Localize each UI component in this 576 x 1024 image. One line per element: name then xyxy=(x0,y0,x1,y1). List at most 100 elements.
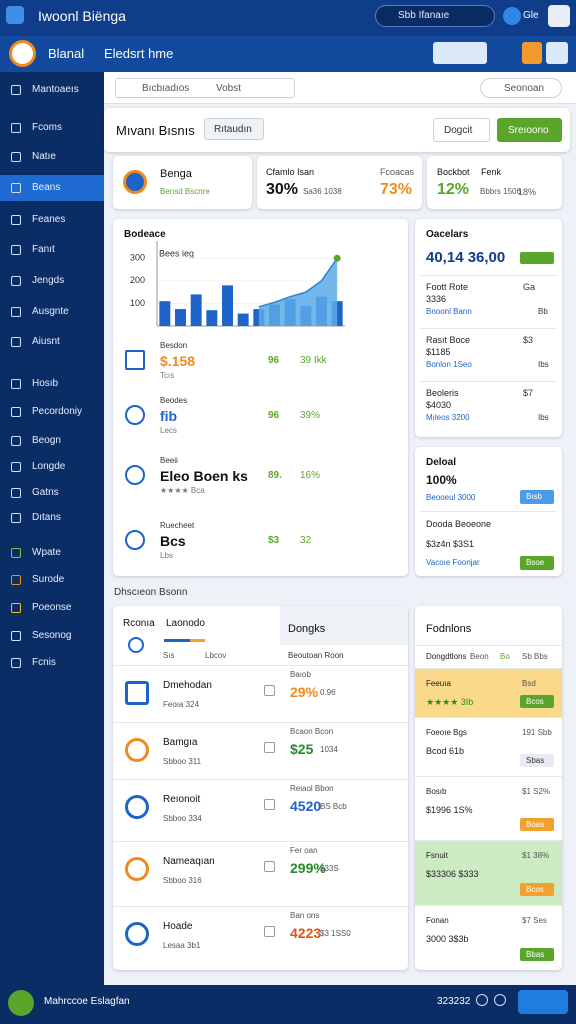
sidebar-item[interactable]: Pecordoniy xyxy=(32,406,83,417)
sidebar-item[interactable]: Beans xyxy=(32,182,61,193)
tab[interactable]: Rconıa xyxy=(123,618,155,629)
deal-btn[interactable] xyxy=(520,490,554,504)
card-title: Fodnlons xyxy=(426,623,472,635)
row-detail: 0.96 xyxy=(320,688,336,697)
fund-stat: 191 Sbb xyxy=(522,728,552,737)
row-value: 4223 xyxy=(290,925,322,941)
row-icon xyxy=(125,738,149,762)
sidebar-item[interactable]: Surode xyxy=(32,574,65,585)
fund-btn-text[interactable]: Bbas xyxy=(526,950,545,959)
secondary-btn-text[interactable]: Dogcit xyxy=(444,125,473,136)
sidebar-icon xyxy=(11,85,21,95)
divider xyxy=(113,841,408,842)
app-title: Iwoonl Biënga xyxy=(38,8,126,24)
fund-row xyxy=(415,645,562,668)
fund-stat: $1 S2% xyxy=(522,787,551,796)
sidebar-item[interactable]: Ausgnte xyxy=(32,306,69,317)
summary-link[interactable]: Mıleos 3200 xyxy=(426,413,470,422)
tool-btn-orange[interactable] xyxy=(522,42,542,64)
fund-btn[interactable] xyxy=(520,883,554,896)
footer-btn[interactable] xyxy=(518,990,568,1014)
sidebar-icon xyxy=(11,462,21,472)
sidebar-item[interactable]: Fcnis xyxy=(32,657,56,668)
sidebar-item[interactable]: Mantoaeıs xyxy=(32,84,79,95)
filter-search[interactable] xyxy=(115,78,295,98)
toolbar xyxy=(0,36,576,72)
footer-icon-small[interactable] xyxy=(494,994,506,1006)
row-checkbox[interactable] xyxy=(264,685,275,696)
deal-btn2-text[interactable]: Bsoe xyxy=(526,558,545,567)
filter-select[interactable] xyxy=(480,78,562,98)
row-checkbox[interactable] xyxy=(264,799,275,810)
sidebar-icon xyxy=(11,215,21,225)
row-checkbox[interactable] xyxy=(264,926,275,937)
fund-btn-text[interactable]: Bcos xyxy=(526,885,544,894)
sidebar-item[interactable]: Aiusnt xyxy=(32,336,60,347)
deal-btn2[interactable] xyxy=(520,556,554,570)
sidebar-item[interactable]: Gatns xyxy=(32,487,59,498)
summary-stat2: Ibs xyxy=(538,360,549,369)
fund-btn[interactable] xyxy=(520,754,554,767)
tab-btn-text[interactable]: Rıtaudın xyxy=(214,124,252,135)
fund-btn[interactable] xyxy=(520,818,554,831)
summary-label: Rasıt Boce xyxy=(426,335,471,345)
sidebar-item[interactable]: Beogn xyxy=(32,435,61,446)
secondary-btn[interactable] xyxy=(433,118,490,142)
fund-row xyxy=(415,717,562,776)
brand-logo xyxy=(9,40,36,67)
sidebar-item[interactable]: Sesonog xyxy=(32,630,72,641)
tool-buttons[interactable] xyxy=(433,42,487,64)
fund-btn-text[interactable]: Sbas xyxy=(526,756,545,765)
summary-btn[interactable] xyxy=(520,252,554,264)
row-value: Bcs xyxy=(160,533,186,549)
fund-btn[interactable] xyxy=(520,948,554,961)
row-meta: Bcaon Bcon xyxy=(290,727,334,736)
deal-btn-text[interactable]: Bısb xyxy=(526,492,543,501)
tab-btn[interactable] xyxy=(204,118,264,140)
sidebar-item[interactable]: Feanes xyxy=(32,214,66,225)
chart: Bees ieg 100 200 300 xyxy=(130,241,345,327)
sidebar-icon xyxy=(11,631,21,641)
sidebar-item[interactable]: Wpate xyxy=(32,547,61,558)
deal-link2[interactable]: Vacoıe Foonjar xyxy=(426,558,480,567)
area xyxy=(258,258,338,326)
filter-select-text: Seonoan xyxy=(504,83,545,94)
summary-link[interactable]: Bnoonl Bann xyxy=(426,307,472,316)
sidebar-item[interactable]: Poeonse xyxy=(32,602,72,613)
col-header: Beoutoan Roon xyxy=(288,651,344,660)
primary-btn[interactable] xyxy=(497,118,562,142)
search-pill[interactable] xyxy=(375,5,495,27)
sidebar-item[interactable]: Jengds xyxy=(32,275,65,286)
row-checkbox[interactable] xyxy=(264,742,275,753)
avatar[interactable] xyxy=(548,5,570,27)
deal-link[interactable]: Beooeul 3000 xyxy=(426,493,476,502)
sidebar-item[interactable]: Dıtans xyxy=(32,512,61,523)
footer-icon-small[interactable] xyxy=(476,994,488,1006)
fund-btn[interactable] xyxy=(520,695,554,708)
row-name: Hoade xyxy=(163,921,193,932)
sidebar-icon xyxy=(11,603,21,613)
fund-row xyxy=(415,776,562,840)
fund-btn-text[interactable]: Bo xyxy=(500,652,510,661)
tab[interactable]: Dongks xyxy=(288,623,326,635)
section-title: Dhscıeon Bsonn xyxy=(114,587,188,598)
help-icon[interactable] xyxy=(503,7,521,25)
sidebar-item[interactable]: Natıe xyxy=(32,151,56,162)
fund-btn-text[interactable]: Bcos xyxy=(526,697,544,706)
tool-btn-light[interactable] xyxy=(546,42,568,64)
summary-value: 40,14 36,00 xyxy=(426,249,506,266)
fund-btn-text[interactable]: Boas xyxy=(526,820,545,829)
row-detail: $33S xyxy=(320,864,339,873)
sidebar-item[interactable]: Longde xyxy=(32,461,66,472)
sidebar-item[interactable]: Fcoms xyxy=(32,122,62,133)
summary-link[interactable]: Bonlon 1Seo xyxy=(426,360,472,369)
sidebar-item[interactable]: Fanıt xyxy=(32,244,55,255)
primary-btn-text[interactable]: Sreıoono xyxy=(508,125,549,136)
row-checkbox[interactable] xyxy=(264,861,275,872)
card xyxy=(104,108,570,152)
bar xyxy=(237,313,249,326)
sidebar-item[interactable]: Hosıb xyxy=(32,378,59,389)
tab[interactable]: Laonodo xyxy=(166,618,205,629)
row-stat2: 39 Ikk xyxy=(300,355,327,366)
